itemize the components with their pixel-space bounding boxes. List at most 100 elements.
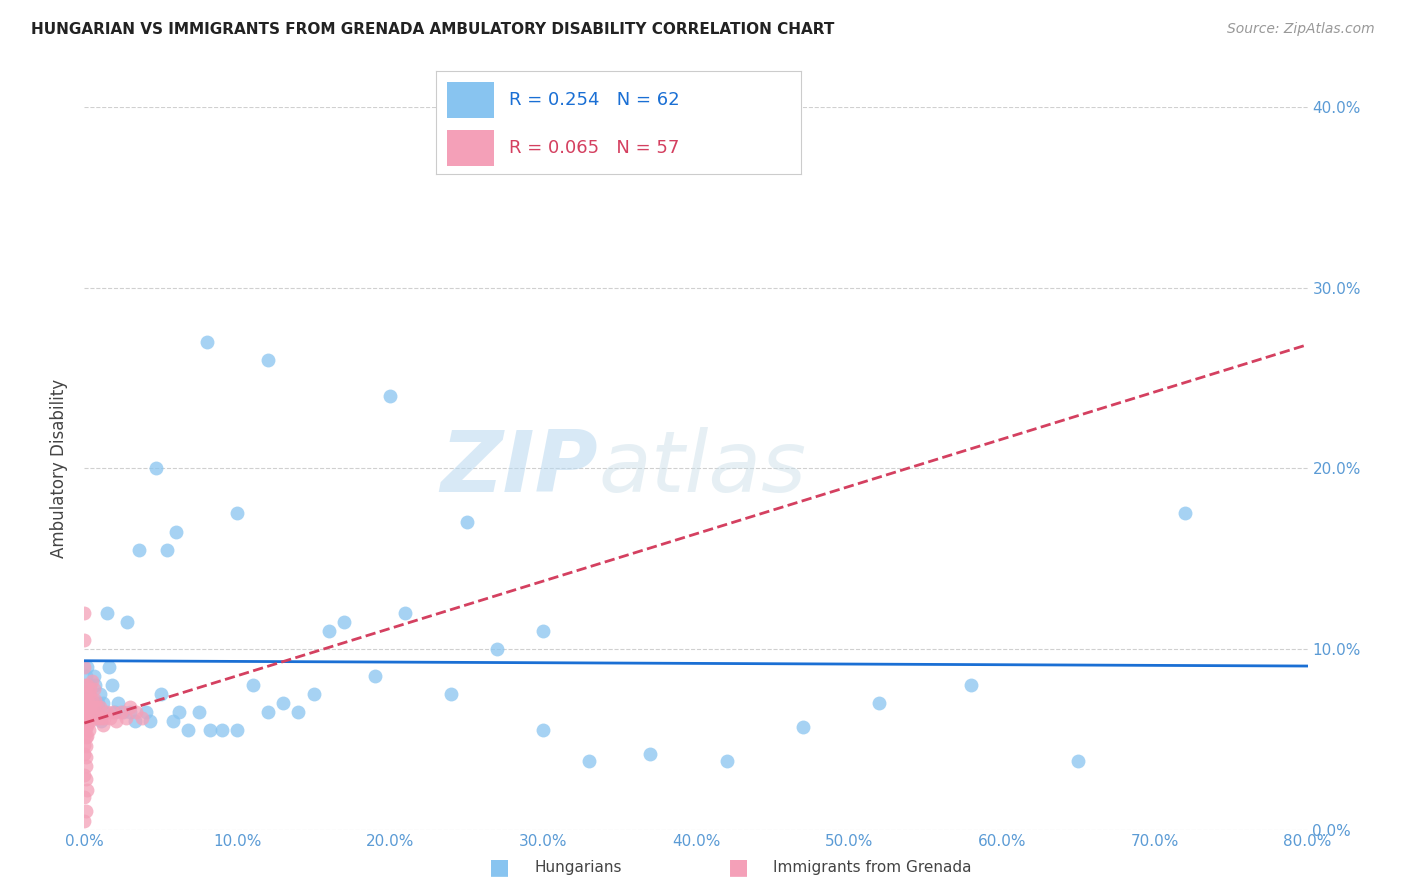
Point (76, 678, 98, 692)
Point (120, 705, 142, 719)
Point (87, 696, 110, 710)
Point (75, 731, 97, 745)
Point (531, 624, 554, 638)
Point (960, 678, 983, 692)
Point (165, 524, 187, 539)
Point (73, 632, 96, 647)
Point (103, 705, 125, 719)
Text: R = 0.065   N = 57: R = 0.065 N = 57 (509, 139, 679, 157)
Point (80, 696, 103, 710)
Bar (447, 81, 495, 118)
Point (125, 705, 148, 719)
Point (1174, 507, 1197, 521)
Point (87, 710, 110, 724)
Point (578, 754, 600, 768)
Point (75, 739, 97, 754)
Point (79, 681, 101, 696)
Point (77, 723, 100, 738)
Text: Immigrants from Grenada: Immigrants from Grenada (773, 860, 972, 874)
Point (77, 710, 100, 724)
Y-axis label: Ambulatory Disability: Ambulatory Disability (51, 379, 69, 558)
Point (75, 722, 97, 736)
Point (86, 699, 108, 714)
Point (162, 714, 184, 728)
Point (257, 352, 280, 367)
Text: ■: ■ (489, 857, 509, 877)
Point (77, 699, 100, 714)
Point (131, 710, 153, 724)
Point (93, 710, 115, 724)
Point (75, 805, 97, 819)
Point (76, 729, 98, 743)
Point (364, 669, 387, 683)
Point (110, 705, 132, 719)
Point (89, 687, 111, 701)
Point (83, 669, 105, 683)
Point (531, 723, 554, 738)
Text: HUNGARIAN VS IMMIGRANTS FROM GRENADA AMBULATORY DISABILITY CORRELATION CHART: HUNGARIAN VS IMMIGRANTS FROM GRENADA AMB… (31, 22, 834, 37)
Point (75, 687, 97, 701)
Point (84, 692, 107, 706)
Point (242, 678, 264, 692)
Point (73, 705, 96, 719)
Point (76, 782, 98, 797)
Point (90, 714, 112, 728)
Point (73, 747, 96, 761)
Point (195, 334, 218, 349)
Point (120, 699, 142, 714)
Point (271, 696, 294, 710)
Point (75, 759, 97, 773)
Point (93, 705, 115, 719)
Point (83, 681, 105, 696)
Point (86, 705, 108, 719)
Point (145, 461, 167, 475)
Point (211, 723, 233, 738)
Point (115, 615, 138, 629)
Point (98, 710, 121, 724)
Point (75, 772, 97, 786)
Point (79, 714, 101, 728)
Point (167, 705, 190, 719)
Point (77, 687, 100, 701)
Point (139, 714, 162, 728)
Point (111, 705, 134, 719)
Point (75, 669, 97, 683)
Point (124, 714, 146, 728)
Point (287, 705, 309, 719)
Point (83, 699, 105, 714)
Text: atlas: atlas (598, 426, 806, 510)
Point (73, 768, 96, 782)
Point (91, 696, 114, 710)
Point (89, 699, 111, 714)
Point (73, 814, 96, 828)
Point (105, 714, 128, 728)
Point (73, 790, 96, 805)
Point (75, 699, 97, 714)
Point (73, 692, 96, 706)
Point (198, 723, 221, 738)
Point (97, 660, 120, 674)
Point (149, 687, 172, 701)
Point (73, 729, 96, 743)
Point (80, 692, 103, 706)
Point (84, 710, 107, 724)
Point (75, 750, 97, 764)
Point (380, 389, 402, 403)
Point (486, 642, 509, 657)
Text: ■: ■ (728, 857, 748, 877)
Point (76, 692, 98, 706)
Point (394, 606, 416, 620)
Point (792, 720, 814, 734)
Point (101, 678, 124, 692)
Point (77, 687, 100, 701)
Point (135, 705, 157, 719)
Bar (447, 130, 495, 166)
Point (73, 718, 96, 732)
Point (73, 678, 96, 692)
Point (76, 718, 98, 732)
Point (91, 718, 114, 732)
Point (96, 705, 118, 719)
Point (80, 674, 103, 689)
Point (73, 660, 96, 674)
Point (226, 507, 249, 521)
